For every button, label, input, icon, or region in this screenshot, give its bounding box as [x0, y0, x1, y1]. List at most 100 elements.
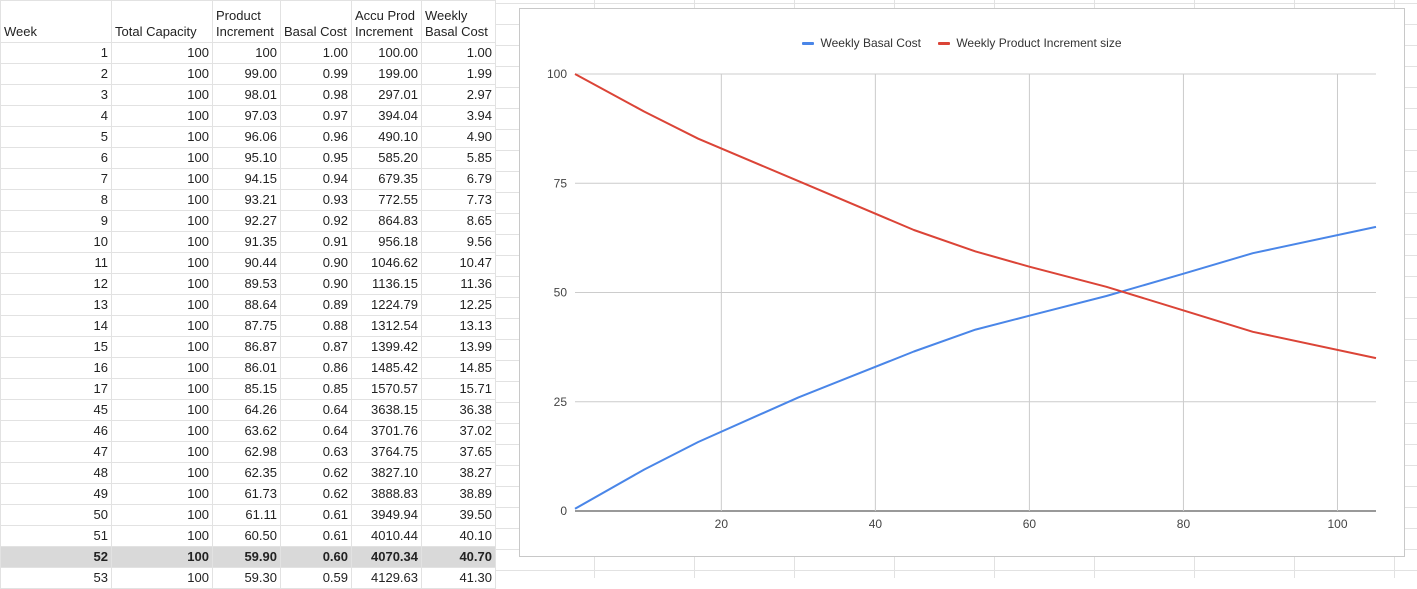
cell-week[interactable]: 53: [0, 567, 112, 589]
cell-basal-cost[interactable]: 0.61: [280, 504, 352, 526]
cell-accu-prod-increment[interactable]: 1224.79: [351, 294, 422, 316]
cell-basal-cost[interactable]: 0.61: [280, 525, 352, 547]
cell-accu-prod-increment[interactable]: 585.20: [351, 147, 422, 169]
cell-total-capacity[interactable]: 100: [111, 252, 213, 274]
header-product-increment[interactable]: Product Increment: [212, 0, 281, 43]
cell-weekly-basal-cost[interactable]: 15.71: [421, 378, 496, 400]
cell-weekly-basal-cost[interactable]: 11.36: [421, 273, 496, 295]
cell-basal-cost[interactable]: 0.90: [280, 273, 352, 295]
cell-product-increment[interactable]: 97.03: [212, 105, 281, 127]
cell-total-capacity[interactable]: 100: [111, 441, 213, 463]
cell-basal-cost[interactable]: 0.98: [280, 84, 352, 106]
cell-total-capacity[interactable]: 100: [111, 294, 213, 316]
cell-week[interactable]: 12: [0, 273, 112, 295]
cell-product-increment[interactable]: 90.44: [212, 252, 281, 274]
header-basal-cost[interactable]: Basal Cost: [280, 0, 352, 43]
cell-accu-prod-increment[interactable]: 679.35: [351, 168, 422, 190]
cell-basal-cost[interactable]: 0.99: [280, 63, 352, 85]
cell-week[interactable]: 52: [0, 546, 112, 568]
cell-basal-cost[interactable]: 0.93: [280, 189, 352, 211]
cell-week[interactable]: 17: [0, 378, 112, 400]
cell-week[interactable]: 16: [0, 357, 112, 379]
cell-accu-prod-increment[interactable]: 3949.94: [351, 504, 422, 526]
cell-weekly-basal-cost[interactable]: 9.56: [421, 231, 496, 253]
cell-weekly-basal-cost[interactable]: 37.02: [421, 420, 496, 442]
cell-basal-cost[interactable]: 0.62: [280, 462, 352, 484]
cell-week[interactable]: 51: [0, 525, 112, 547]
cell-accu-prod-increment[interactable]: 3888.83: [351, 483, 422, 505]
cell-week[interactable]: 13: [0, 294, 112, 316]
cell-basal-cost[interactable]: 0.64: [280, 399, 352, 421]
cell-week[interactable]: 5: [0, 126, 112, 148]
cell-basal-cost[interactable]: 0.94: [280, 168, 352, 190]
cell-basal-cost[interactable]: 0.60: [280, 546, 352, 568]
legend-item-weekly-basal-cost[interactable]: Weekly Basal Cost: [802, 36, 921, 50]
cell-week[interactable]: 49: [0, 483, 112, 505]
cell-total-capacity[interactable]: 100: [111, 231, 213, 253]
cell-week[interactable]: 47: [0, 441, 112, 463]
cell-week[interactable]: 6: [0, 147, 112, 169]
cell-basal-cost[interactable]: 0.97: [280, 105, 352, 127]
cell-weekly-basal-cost[interactable]: 8.65: [421, 210, 496, 232]
cell-product-increment[interactable]: 100: [212, 42, 281, 64]
cell-product-increment[interactable]: 59.30: [212, 567, 281, 589]
cell-accu-prod-increment[interactable]: 1485.42: [351, 357, 422, 379]
cell-product-increment[interactable]: 61.73: [212, 483, 281, 505]
cell-accu-prod-increment[interactable]: 490.10: [351, 126, 422, 148]
cell-total-capacity[interactable]: 100: [111, 504, 213, 526]
cell-week[interactable]: 7: [0, 168, 112, 190]
cell-accu-prod-increment[interactable]: 4010.44: [351, 525, 422, 547]
cell-product-increment[interactable]: 86.01: [212, 357, 281, 379]
header-weekly-basal-cost[interactable]: Weekly Basal Cost: [421, 0, 496, 43]
cell-basal-cost[interactable]: 0.87: [280, 336, 352, 358]
cell-basal-cost[interactable]: 0.63: [280, 441, 352, 463]
cell-weekly-basal-cost[interactable]: 37.65: [421, 441, 496, 463]
cell-basal-cost[interactable]: 0.92: [280, 210, 352, 232]
cell-product-increment[interactable]: 96.06: [212, 126, 281, 148]
cell-accu-prod-increment[interactable]: 956.18: [351, 231, 422, 253]
cell-weekly-basal-cost[interactable]: 5.85: [421, 147, 496, 169]
header-accu-prod-increment[interactable]: Accu Prod Increment: [351, 0, 422, 43]
cell-total-capacity[interactable]: 100: [111, 336, 213, 358]
cell-total-capacity[interactable]: 100: [111, 420, 213, 442]
cell-weekly-basal-cost[interactable]: 40.10: [421, 525, 496, 547]
cell-week[interactable]: 11: [0, 252, 112, 274]
cell-product-increment[interactable]: 92.27: [212, 210, 281, 232]
cell-accu-prod-increment[interactable]: 3701.76: [351, 420, 422, 442]
cell-week[interactable]: 15: [0, 336, 112, 358]
cell-product-increment[interactable]: 62.98: [212, 441, 281, 463]
cell-week[interactable]: 1: [0, 42, 112, 64]
cell-basal-cost[interactable]: 0.88: [280, 315, 352, 337]
cell-weekly-basal-cost[interactable]: 39.50: [421, 504, 496, 526]
cell-week[interactable]: 8: [0, 189, 112, 211]
cell-total-capacity[interactable]: 100: [111, 462, 213, 484]
cell-product-increment[interactable]: 88.64: [212, 294, 281, 316]
cell-accu-prod-increment[interactable]: 3764.75: [351, 441, 422, 463]
cell-total-capacity[interactable]: 100: [111, 189, 213, 211]
cell-total-capacity[interactable]: 100: [111, 210, 213, 232]
cell-product-increment[interactable]: 61.11: [212, 504, 281, 526]
cell-total-capacity[interactable]: 100: [111, 483, 213, 505]
cell-weekly-basal-cost[interactable]: 38.89: [421, 483, 496, 505]
cell-total-capacity[interactable]: 100: [111, 399, 213, 421]
cell-total-capacity[interactable]: 100: [111, 273, 213, 295]
cell-week[interactable]: 46: [0, 420, 112, 442]
cell-product-increment[interactable]: 93.21: [212, 189, 281, 211]
cell-total-capacity[interactable]: 100: [111, 357, 213, 379]
cell-weekly-basal-cost[interactable]: 1.00: [421, 42, 496, 64]
cell-basal-cost[interactable]: 0.86: [280, 357, 352, 379]
cell-product-increment[interactable]: 91.35: [212, 231, 281, 253]
cell-weekly-basal-cost[interactable]: 10.47: [421, 252, 496, 274]
cell-product-increment[interactable]: 87.75: [212, 315, 281, 337]
cell-basal-cost[interactable]: 0.62: [280, 483, 352, 505]
cell-product-increment[interactable]: 60.50: [212, 525, 281, 547]
cell-total-capacity[interactable]: 100: [111, 105, 213, 127]
cell-accu-prod-increment[interactable]: 3827.10: [351, 462, 422, 484]
legend-item-weekly-product-increment[interactable]: Weekly Product Increment size: [938, 36, 1122, 50]
cell-basal-cost[interactable]: 0.90: [280, 252, 352, 274]
cell-weekly-basal-cost[interactable]: 3.94: [421, 105, 496, 127]
cell-weekly-basal-cost[interactable]: 13.99: [421, 336, 496, 358]
cell-weekly-basal-cost[interactable]: 6.79: [421, 168, 496, 190]
cell-weekly-basal-cost[interactable]: 4.90: [421, 126, 496, 148]
cell-product-increment[interactable]: 86.87: [212, 336, 281, 358]
